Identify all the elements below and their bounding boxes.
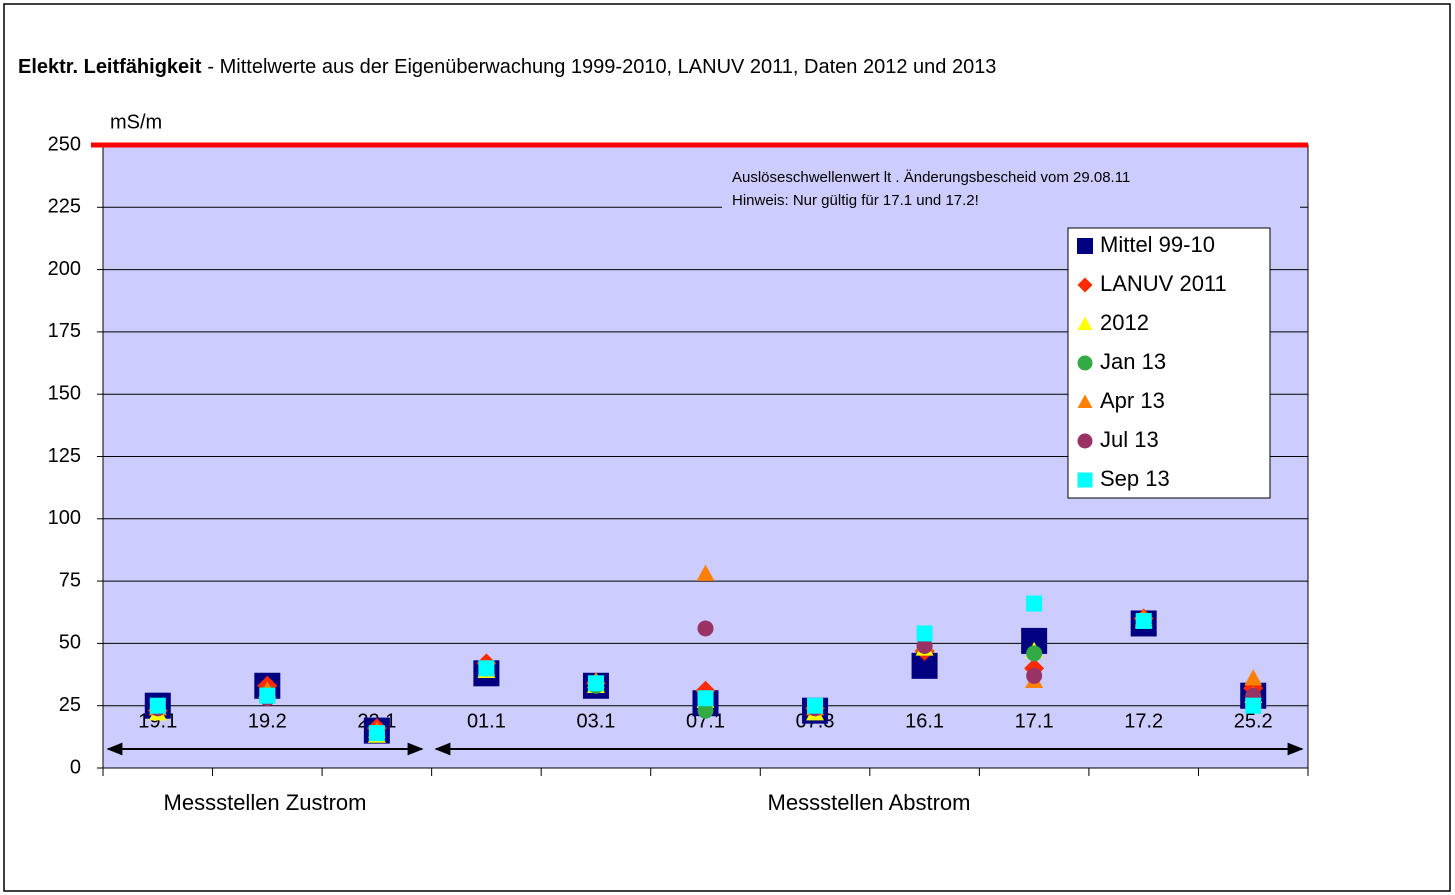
point xyxy=(916,637,933,654)
point xyxy=(697,702,714,719)
x-tick-label: 25.2 xyxy=(1234,710,1273,732)
y-axis-unit: mS/m xyxy=(110,111,162,133)
annotation: Hinweis: Nur gültig für 17.1 und 17.2! xyxy=(732,192,979,209)
point xyxy=(1244,669,1263,686)
legend-label: Mittel 99-10 xyxy=(1100,232,1215,257)
annotation-box xyxy=(722,165,1300,215)
x-tick-label: 19.2 xyxy=(248,710,287,732)
point xyxy=(696,564,715,581)
point xyxy=(1026,667,1043,684)
y-tick-label: 225 xyxy=(48,196,81,218)
legend-label: Apr 13 xyxy=(1100,388,1165,413)
point xyxy=(259,687,276,704)
point xyxy=(478,660,495,677)
y-tick-label: 0 xyxy=(70,756,81,778)
legend-marker xyxy=(1077,472,1093,488)
legend-marker xyxy=(1077,433,1093,449)
x-tick-label: 17.1 xyxy=(1015,710,1054,732)
x-tick-label: 03.1 xyxy=(576,710,615,732)
legend-marker xyxy=(1077,355,1093,371)
annotation: Auslöseschwellenwert lt . Änderungsbesch… xyxy=(732,169,1130,186)
y-tick-label: 50 xyxy=(59,632,81,654)
point xyxy=(587,675,604,692)
y-tick-label: 125 xyxy=(48,445,81,467)
point xyxy=(1026,645,1043,662)
legend-marker xyxy=(1077,394,1093,408)
point xyxy=(368,725,385,742)
subtitle: - Mittelwerte aus der Eigenüberwachung 1… xyxy=(207,56,996,78)
legend-label: 2012 xyxy=(1100,310,1149,335)
y-tick-label: 25 xyxy=(59,694,81,716)
legend-marker xyxy=(1077,238,1093,254)
point xyxy=(1026,595,1043,612)
group-label: Messstellen Zustrom xyxy=(164,790,367,815)
point xyxy=(149,697,166,714)
legend-label: Sep 13 xyxy=(1100,466,1170,491)
legend-label: LANUV 2011 xyxy=(1100,271,1227,296)
point xyxy=(916,625,933,642)
y-tick-label: 75 xyxy=(59,569,81,591)
point xyxy=(1135,612,1152,629)
x-tick-label: 16.1 xyxy=(905,710,944,732)
legend-marker xyxy=(1077,316,1093,330)
point xyxy=(697,620,714,637)
y-tick-label: 150 xyxy=(48,382,81,404)
legend-label: Jul 13 xyxy=(1100,427,1159,452)
point xyxy=(807,697,824,714)
x-tick-label: 01.1 xyxy=(467,710,506,732)
y-tick-label: 100 xyxy=(48,507,81,529)
y-tick-label: 200 xyxy=(48,258,81,280)
point xyxy=(697,690,714,707)
chart-title: Elektr. Leitfähigkeit - Mittelwerte aus d… xyxy=(18,56,996,78)
legend-box xyxy=(1067,227,1271,499)
title: Elektr. Leitfähigkeit xyxy=(18,56,202,78)
x-tick-label: 17.2 xyxy=(1124,710,1163,732)
y-tick-label: 250 xyxy=(48,133,81,155)
group-label: Messstellen Abstrom xyxy=(768,790,971,815)
point xyxy=(1245,697,1262,714)
legend-marker xyxy=(1077,277,1093,293)
legend-label: Jan 13 xyxy=(1100,349,1166,374)
y-tick-label: 175 xyxy=(48,320,81,342)
